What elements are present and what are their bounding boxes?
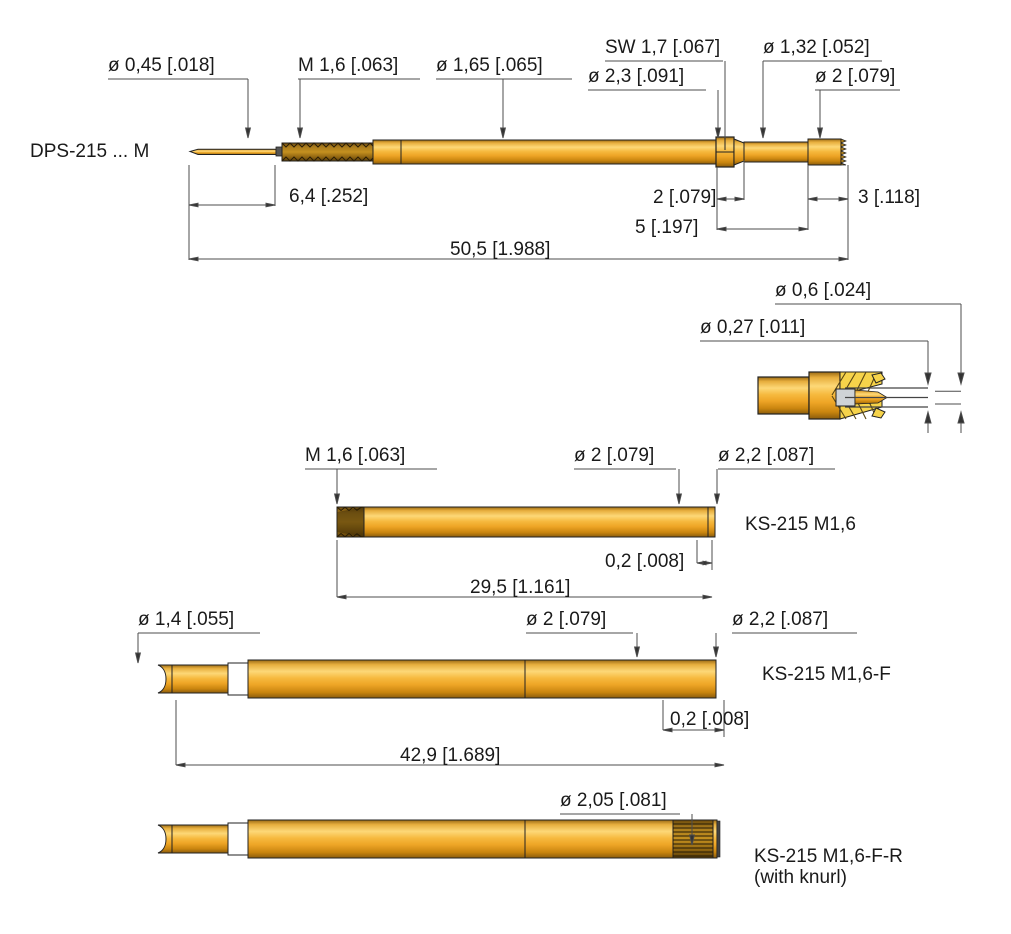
svg-text:(with knurl): (with knurl): [754, 867, 847, 888]
svg-text:ø 1,4 [.055]: ø 1,4 [.055]: [138, 609, 234, 630]
svg-text:ø 2,05 [.081]: ø 2,05 [.081]: [560, 790, 667, 811]
svg-text:ø 1,65 [.065]: ø 1,65 [.065]: [436, 55, 543, 76]
svg-text:ø 2 [.079]: ø 2 [.079]: [574, 445, 654, 466]
svg-text:0,2 [.008]: 0,2 [.008]: [670, 709, 749, 730]
svg-text:5 [.197]: 5 [.197]: [635, 217, 698, 238]
svg-text:M 1,6 [.063]: M 1,6 [.063]: [298, 55, 398, 76]
svg-text:29,5 [1.161]: 29,5 [1.161]: [470, 577, 570, 598]
svg-text:6,4 [.252]: 6,4 [.252]: [289, 186, 368, 207]
svg-text:ø 0,27 [.011]: ø 0,27 [.011]: [700, 317, 805, 338]
svg-text:ø 2 [.079]: ø 2 [.079]: [815, 66, 895, 87]
svg-text:ø 2,2 [.087]: ø 2,2 [.087]: [732, 609, 828, 630]
svg-text:2 [.079]: 2 [.079]: [653, 187, 716, 208]
svg-text:SW 1,7 [.067]: SW 1,7 [.067]: [605, 37, 720, 58]
svg-text:M 1,6 [.063]: M 1,6 [.063]: [305, 445, 405, 466]
svg-text:ø 0,45 [.018]: ø 0,45 [.018]: [108, 55, 215, 76]
svg-text:ø 0,6 [.024]: ø 0,6 [.024]: [775, 280, 871, 301]
svg-text:KS-215 M1,6-F-R: KS-215 M1,6-F-R: [754, 846, 903, 867]
svg-text:ø 2,3 [.091]: ø 2,3 [.091]: [588, 66, 684, 87]
svg-text:50,5 [1.988]: 50,5 [1.988]: [450, 239, 550, 260]
svg-text:3 [.118]: 3 [.118]: [858, 187, 920, 208]
svg-text:ø 2,2 [.087]: ø 2,2 [.087]: [718, 445, 814, 466]
svg-text:ø 2 [.079]: ø 2 [.079]: [526, 609, 606, 630]
svg-text:ø 1,32 [.052]: ø 1,32 [.052]: [763, 37, 870, 58]
svg-text:DPS-215 ... M: DPS-215 ... M: [30, 141, 149, 162]
svg-text:0,2 [.008]: 0,2 [.008]: [605, 551, 684, 572]
svg-text:42,9 [1.689]: 42,9 [1.689]: [400, 745, 500, 766]
svg-text:KS-215 M1,6-F: KS-215 M1,6-F: [762, 664, 891, 685]
svg-text:KS-215 M1,6: KS-215 M1,6: [745, 514, 856, 535]
